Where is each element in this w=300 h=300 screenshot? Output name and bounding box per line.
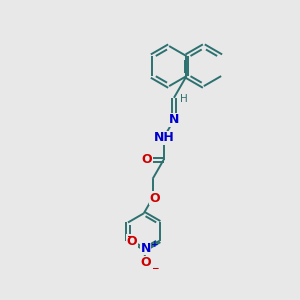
Text: N: N <box>140 242 151 255</box>
Text: N: N <box>169 113 179 126</box>
Text: O: O <box>150 191 160 205</box>
Text: +: + <box>151 240 158 249</box>
Text: −: − <box>152 264 159 273</box>
Text: O: O <box>126 235 137 248</box>
Text: NH: NH <box>154 131 175 144</box>
Text: H: H <box>180 94 188 104</box>
Text: −: − <box>126 232 133 241</box>
Text: O: O <box>140 256 151 269</box>
Text: O: O <box>142 153 152 166</box>
